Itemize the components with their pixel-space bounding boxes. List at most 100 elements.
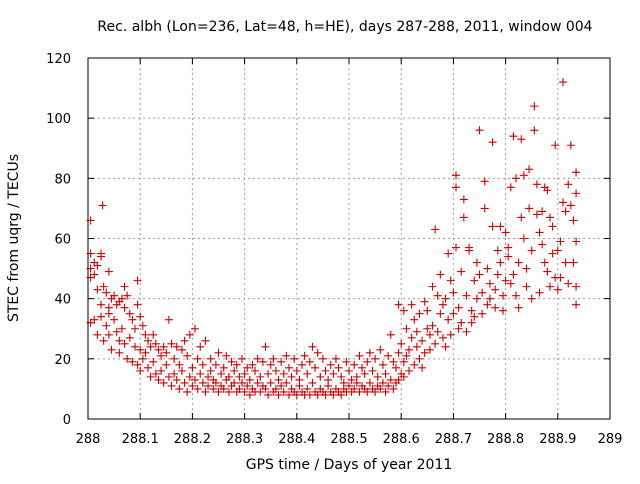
data-point — [519, 171, 528, 180]
data-point — [559, 198, 568, 207]
data-point — [371, 387, 380, 396]
data-point — [295, 381, 304, 390]
x-axis-title: GPS time / Days of year 2011 — [246, 457, 453, 473]
data-point — [279, 387, 288, 396]
data-point — [149, 330, 158, 339]
x-tick-label: 288.4 — [278, 432, 315, 447]
data-point — [316, 372, 325, 381]
data-point — [514, 258, 523, 267]
x-tick-label: 288 — [76, 432, 101, 447]
data-point — [191, 375, 200, 384]
x-tick-label: 288.8 — [487, 432, 524, 447]
data-point — [175, 360, 184, 369]
data-point — [167, 339, 176, 348]
data-point — [428, 282, 437, 291]
data-point — [230, 378, 239, 387]
data-point — [305, 357, 314, 366]
data-point — [512, 174, 521, 183]
axis-ticks — [87, 57, 611, 420]
data-point — [271, 366, 280, 375]
data-point — [193, 354, 202, 363]
data-point — [159, 342, 168, 351]
data-point — [97, 249, 106, 258]
data-point — [159, 378, 168, 387]
data-point — [180, 378, 189, 387]
data-point — [566, 141, 575, 150]
data-point — [449, 309, 458, 318]
data-point — [509, 270, 518, 279]
data-point — [209, 384, 218, 393]
y-tick-labels: 0 20 40 60 80 100 120 — [46, 52, 71, 428]
data-point — [256, 387, 265, 396]
data-point — [527, 294, 536, 303]
data-point — [180, 336, 189, 345]
data-point — [196, 369, 205, 378]
data-point — [454, 324, 463, 333]
data-point — [431, 225, 440, 234]
data-point — [193, 384, 202, 393]
data-point — [431, 339, 440, 348]
y-tick-label: 80 — [54, 172, 71, 187]
data-point — [391, 363, 400, 372]
data-point — [572, 282, 581, 291]
data-point — [556, 237, 565, 246]
data-point — [264, 369, 273, 378]
data-point — [371, 354, 380, 363]
data-point — [274, 390, 283, 399]
data-point — [279, 369, 288, 378]
data-point — [136, 345, 145, 354]
data-point — [206, 366, 215, 375]
data-point — [553, 285, 562, 294]
data-point — [115, 348, 124, 357]
data-point — [457, 267, 466, 276]
data-point — [133, 276, 142, 285]
data-point — [102, 321, 111, 330]
data-point — [110, 315, 119, 324]
data-point — [483, 264, 492, 273]
data-point — [444, 315, 453, 324]
data-point — [287, 372, 296, 381]
data-point — [376, 384, 385, 393]
data-point — [572, 168, 581, 177]
data-point — [446, 276, 455, 285]
data-point — [538, 240, 547, 249]
data-point — [446, 330, 455, 339]
data-point — [112, 327, 121, 336]
data-point — [271, 384, 280, 393]
data-point — [480, 204, 489, 213]
data-point — [545, 282, 554, 291]
data-point — [553, 246, 562, 255]
data-point — [572, 237, 581, 246]
data-point — [157, 366, 166, 375]
data-point — [394, 375, 403, 384]
data-point — [198, 360, 207, 369]
data-point — [146, 342, 155, 351]
data-point — [438, 333, 447, 342]
data-point — [452, 183, 461, 192]
data-point — [345, 381, 353, 390]
data-point — [412, 327, 421, 336]
data-point — [303, 369, 312, 378]
data-point — [170, 369, 179, 378]
data-point — [467, 318, 476, 327]
data-point — [452, 171, 461, 180]
data-point — [472, 294, 481, 303]
data-point — [329, 369, 338, 378]
data-point — [355, 351, 364, 360]
data-point — [130, 342, 139, 351]
data-point — [248, 360, 257, 369]
data-point — [115, 336, 124, 345]
data-point — [530, 126, 539, 135]
data-point — [462, 327, 471, 336]
data-point — [399, 357, 408, 366]
data-point — [219, 384, 228, 393]
data-point — [438, 300, 447, 309]
data-point — [120, 339, 129, 348]
data-point — [243, 363, 252, 372]
data-point — [107, 345, 116, 354]
data-point — [483, 300, 492, 309]
data-point — [399, 306, 408, 315]
data-point — [472, 258, 481, 267]
data-point — [240, 387, 249, 396]
